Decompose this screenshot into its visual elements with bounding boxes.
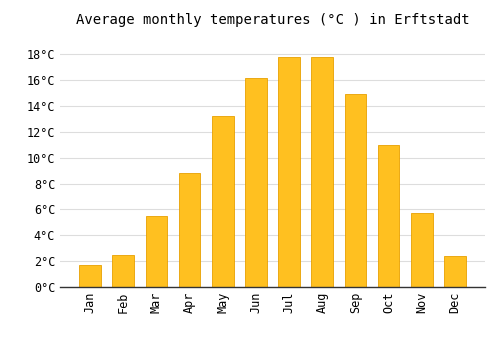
Bar <box>245 78 266 287</box>
Title: Average monthly temperatures (°C ) in Erftstadt: Average monthly temperatures (°C ) in Er… <box>76 13 469 27</box>
Bar <box>112 255 134 287</box>
Bar <box>80 265 101 287</box>
Bar <box>411 214 432 287</box>
Bar <box>344 94 366 287</box>
Bar <box>378 145 400 287</box>
Bar <box>312 57 333 287</box>
Bar <box>444 256 466 287</box>
Bar <box>212 117 234 287</box>
Bar <box>278 57 300 287</box>
Bar <box>179 173 201 287</box>
Bar <box>146 216 167 287</box>
